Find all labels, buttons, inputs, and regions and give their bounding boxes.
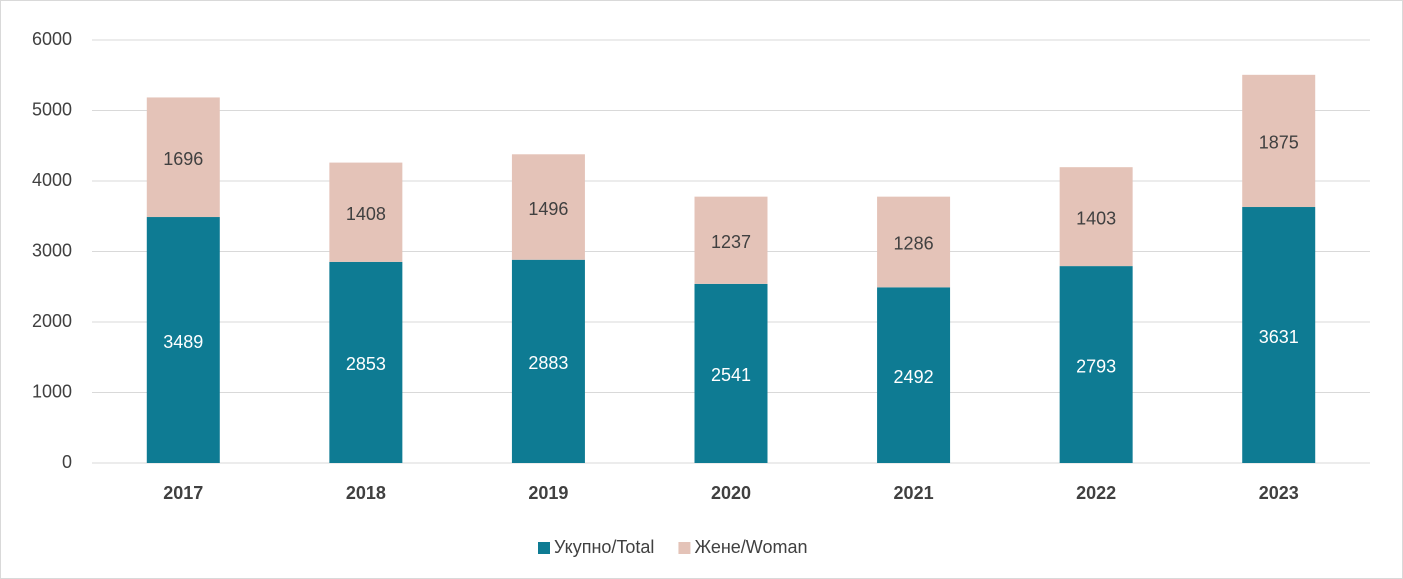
y-tick-label: 3000 [32,240,72,260]
data-label: 1696 [163,149,203,169]
bar-segment [329,261,403,463]
legend-label: Жене/Woman [694,537,807,557]
bar-segment [1059,167,1133,267]
bar-segment [511,259,585,463]
data-label: 1403 [1076,208,1116,228]
bar-segment [1242,74,1316,208]
bar-segment [877,287,951,463]
data-label: 2853 [346,354,386,374]
y-tick-label: 5000 [32,99,72,119]
bar-segment [146,97,220,218]
bar-segment [694,283,768,463]
data-label: 2541 [711,365,751,385]
bar-segment [1059,266,1133,463]
bar-segment [1242,207,1316,463]
x-tick-label: 2022 [1076,483,1116,503]
x-tick-label: 2019 [528,483,568,503]
bar-segment [877,196,951,288]
legend-swatch [678,542,691,554]
data-label: 1286 [894,234,934,254]
data-label: 3631 [1259,327,1299,347]
bar-segment [511,154,585,260]
y-tick-label: 6000 [32,29,72,49]
bar-segment [329,162,403,262]
y-tick-label: 4000 [32,170,72,190]
legend-swatch [538,542,550,554]
data-label: 1237 [711,232,751,252]
legend-label: Укупно/Total [554,537,654,557]
y-tick-label: 1000 [32,381,72,401]
data-label: 2793 [1076,356,1116,376]
data-label: 1408 [346,204,386,224]
data-label: 1875 [1259,133,1299,153]
data-label: 1496 [528,199,568,219]
x-tick-label: 2020 [711,483,751,503]
x-tick-label: 2021 [894,483,934,503]
x-tick-label: 2017 [163,483,203,503]
bar-segment [694,196,768,284]
data-label: 2492 [894,367,934,387]
y-tick-label: 0 [62,452,72,472]
y-tick-label: 2000 [32,311,72,331]
bar-segment [146,217,220,463]
x-tick-label: 2023 [1259,483,1299,503]
x-tick-label: 2018 [346,483,386,503]
data-label: 2883 [528,353,568,373]
data-label: 3489 [163,332,203,352]
